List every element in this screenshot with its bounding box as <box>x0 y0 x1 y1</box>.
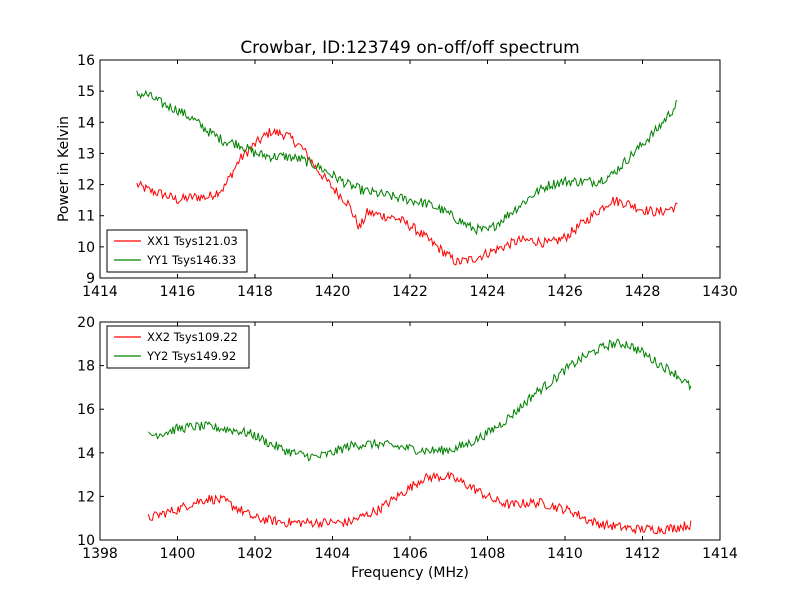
x-tick-label: 1402 <box>237 546 273 562</box>
x-tick-label: 1400 <box>160 546 196 562</box>
series-line-xx2 <box>147 470 692 535</box>
y-axis-label: Power in Kelvin <box>56 116 72 222</box>
legend-label: YY1 Tsys146.33 <box>146 253 236 267</box>
series-line-yy2 <box>148 338 692 462</box>
y-tick-label: 16 <box>77 53 95 69</box>
legend: XX1 Tsys121.03 YY1 Tsys146.33 <box>106 229 248 273</box>
x-tick-label: 1420 <box>315 284 351 300</box>
y-tick-label: 20 <box>77 315 95 331</box>
y-tick-label: 11 <box>77 209 95 225</box>
x-tick-label: 1414 <box>702 546 738 562</box>
y-tick-label: 13 <box>77 146 95 162</box>
legend: XX2 Tsys109.22 YY2 Tsys149.92 <box>106 325 250 369</box>
x-tick-label: 1422 <box>392 284 428 300</box>
y-tick-label: 14 <box>77 115 95 131</box>
legend-box <box>106 229 248 273</box>
y-tick-label: 10 <box>77 240 95 256</box>
x-tick-label: 1414 <box>82 284 118 300</box>
x-tick-label: 1412 <box>625 546 661 562</box>
y-tick-label: 16 <box>77 402 95 418</box>
series-line-xx1 <box>136 127 678 266</box>
x-tick-label: 1418 <box>237 284 273 300</box>
legend-label: XX1 Tsys121.03 <box>147 234 238 248</box>
x-tick-label: 1428 <box>625 284 661 300</box>
y-tick-label: 15 <box>77 84 95 100</box>
x-tick-label: 1416 <box>160 284 196 300</box>
series-line-yy1 <box>136 89 678 236</box>
legend-box <box>106 325 250 369</box>
y-tick-label: 9 <box>86 271 95 287</box>
x-axis-label: Frequency (MHz) <box>351 565 469 581</box>
top-panel: 1414 1416 1418 1420 1422 1424 1426 1428 14309101… <box>77 53 738 300</box>
y-tick-label: 14 <box>77 446 95 462</box>
x-tick-label: 1408 <box>470 546 506 562</box>
legend-label: YY2 Tsys149.92 <box>146 349 236 363</box>
x-tick-label: 1404 <box>315 546 351 562</box>
x-tick-label: 1426 <box>547 284 583 300</box>
y-tick-label: 10 <box>77 533 95 549</box>
x-tick-label: 1424 <box>470 284 506 300</box>
x-tick-label: 1430 <box>702 284 738 300</box>
y-tick-label: 12 <box>77 489 95 505</box>
bottom-panel: 1398 1400 1402 1404 1406 1408 1410 1412 1414 10 12… <box>77 315 738 562</box>
x-tick-label: 1398 <box>82 546 118 562</box>
chart-title: Crowbar, ID:123749 on-off/off spectrum <box>240 38 579 58</box>
x-tick-label: 1406 <box>392 546 428 562</box>
y-tick-label: 18 <box>77 359 95 375</box>
legend-label: XX2 Tsys109.22 <box>147 330 238 344</box>
x-tick-label: 1410 <box>547 546 583 562</box>
y-tick-label: 12 <box>77 178 95 194</box>
